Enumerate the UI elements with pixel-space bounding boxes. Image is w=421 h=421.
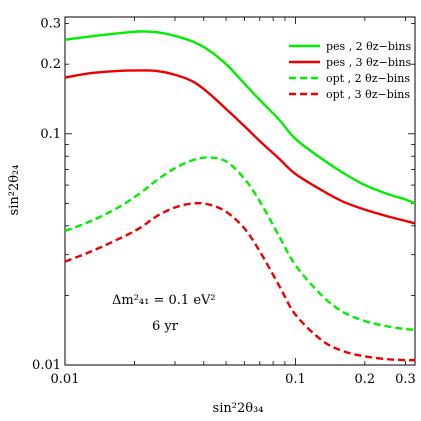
- y-tick-label: 0.1: [40, 127, 61, 142]
- series-pes-2-bins-line: [65, 30, 415, 205]
- y-tick-label: 0.01: [32, 358, 61, 373]
- y-axis-title: sin²2θ₂₄: [7, 165, 22, 216]
- x-tick-label: 0.1: [285, 372, 306, 387]
- axis-ticks: 0.01 0.1 0.2 0.3 0.01 0.1 0.2 0.3: [32, 16, 416, 387]
- legend-item-opt-2-bins-label: opt , 2 θz−bins: [326, 72, 410, 85]
- y-tick-label: 0.3: [40, 16, 61, 31]
- annotation-exposure: 6 yr: [152, 319, 179, 334]
- legend: pes , 2 θz−bins pes , 3 θz−bins opt , 2 θz…: [289, 40, 411, 101]
- y-tick-label: 0.2: [40, 57, 61, 72]
- x-axis-title: sin²2θ₃₄: [213, 401, 264, 416]
- legend-item-opt-3-bins-label: opt , 3 θz−bins: [326, 88, 410, 101]
- annotation-mass-splitting: Δm²₄₁ = 0.1 eV²: [112, 293, 216, 308]
- series-opt-2-bins-line: [65, 156, 415, 331]
- x-tick-label: 0.3: [395, 372, 416, 387]
- series-opt-3-bins-line: [65, 201, 415, 362]
- series-lines: [65, 30, 415, 362]
- x-tick-label: 0.2: [355, 372, 376, 387]
- legend-item-pes-2-bins-label: pes , 2 θz−bins: [326, 40, 411, 53]
- legend-item-pes-3-bins-label: pes , 3 θz−bins: [326, 56, 411, 69]
- series-pes-3-bins-line: [65, 69, 415, 225]
- plot-border: [64, 16, 416, 366]
- plot-frame: [64, 16, 416, 366]
- x-tick-label: 0.01: [51, 372, 80, 387]
